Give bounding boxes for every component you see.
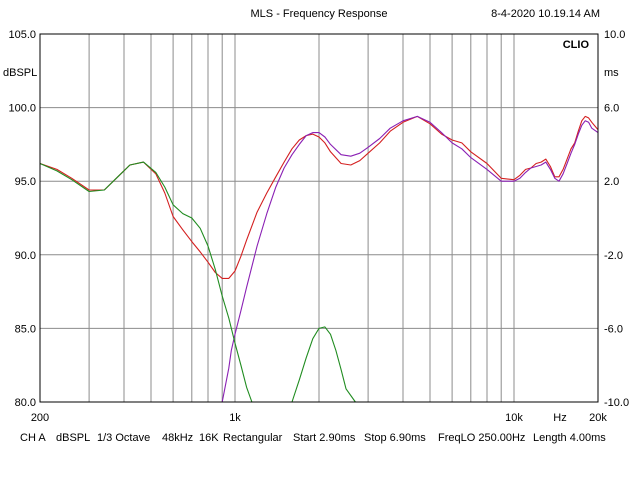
y-tick-label: 85.0 — [15, 323, 36, 335]
y-tick-label-right: 6.0 — [604, 103, 619, 115]
y-axis-label-left: dBSPL — [3, 67, 37, 79]
x-tick-label: 10k — [505, 412, 523, 424]
plot-grid — [40, 34, 598, 402]
x-axis-unit-label: Hz — [553, 412, 566, 424]
y-tick-label: 105.0 — [8, 29, 36, 41]
series-line-1 — [39, 115, 599, 279]
y-axis-label-right: ms — [604, 67, 619, 79]
y-tick-label: 95.0 — [15, 176, 36, 188]
y-tick-label-right: -6.0 — [604, 323, 623, 335]
y-tick-label-right: 10.0 — [604, 29, 625, 41]
x-tick-label: 20k — [589, 412, 607, 424]
y-tick-label-right: -2.0 — [604, 250, 623, 262]
y-tick-labels-left: 80.0 85.0 90.0 95.0 100.0 105.0 — [8, 29, 36, 409]
y-tick-label: 100.0 — [8, 103, 36, 115]
measurement-settings-bar: CH A dBSPL 1/3 Octave 48kHz 16K Rectangular St… — [20, 432, 606, 444]
x-tick-label: 200 — [31, 412, 49, 424]
settings-item: Stop 6.90ms — [364, 432, 426, 444]
y-tick-label: 80.0 — [15, 397, 36, 409]
y-tick-label-right: 2.0 — [604, 176, 619, 188]
settings-item: CH A — [20, 432, 46, 444]
y-tick-labels-right: 10.0 6.0 2.0 -2.0 -6.0 -10.0 — [604, 29, 629, 409]
settings-item: 48kHz — [162, 432, 193, 444]
settings-item: FreqLO 250.00Hz — [438, 432, 525, 444]
settings-item: Start 2.90ms — [293, 432, 356, 444]
plot-frame — [39, 33, 599, 403]
y-tick-label-right: -10.0 — [604, 397, 629, 409]
chart-title: MLS - Frequency Response — [251, 8, 388, 20]
settings-item: Rectangular — [223, 432, 283, 444]
settings-item: 1/3 Octave — [97, 432, 150, 444]
clio-brand: CLIO — [563, 39, 590, 51]
timestamp: 8-4-2020 10.19.14 AM — [491, 8, 600, 20]
settings-item: dBSPL — [56, 432, 90, 444]
settings-item: Length 4.00ms — [533, 432, 606, 444]
x-tick-labels: 200 1k 10k 20k — [31, 412, 608, 424]
y-tick-label: 90.0 — [15, 250, 36, 262]
series-line-3 — [39, 161, 598, 403]
settings-item: 16K — [199, 432, 219, 444]
x-tick-label: 1k — [229, 412, 241, 424]
